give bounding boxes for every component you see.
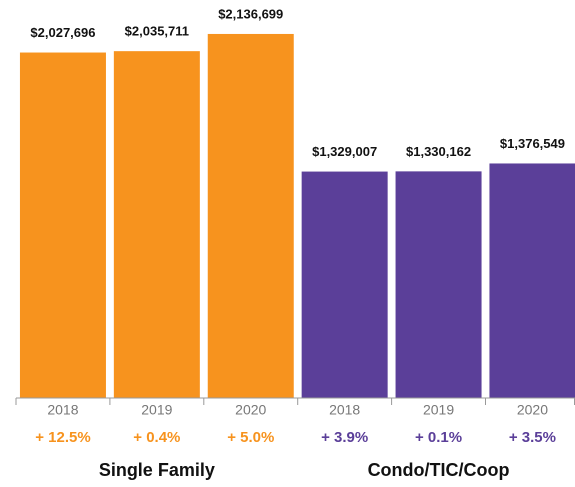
x-tick-label: 2018 <box>47 402 78 418</box>
bar <box>489 163 575 398</box>
value-label: $2,035,711 <box>125 24 189 39</box>
bar <box>207 33 294 399</box>
change-label: + 0.4% <box>133 429 180 446</box>
change-label: + 5.0% <box>227 429 274 446</box>
value-label: $2,136,699 <box>218 6 283 21</box>
value-label: $1,330,162 <box>406 144 471 159</box>
bar <box>19 52 106 398</box>
value-label: $2,027,696 <box>30 25 95 40</box>
x-tick-label: 2019 <box>141 402 172 418</box>
bar <box>301 171 388 398</box>
group-label: Single Family <box>99 460 215 480</box>
change-label: + 3.5% <box>509 429 556 446</box>
x-tick-label: 2020 <box>235 402 266 418</box>
x-tick-label: 2018 <box>329 402 360 418</box>
change-label: + 0.1% <box>415 429 462 446</box>
change-label: + 3.9% <box>321 429 368 446</box>
bar <box>395 171 482 398</box>
group-label: Condo/TIC/Coop <box>368 460 510 480</box>
value-label: $1,376,549 <box>500 136 565 151</box>
x-tick-label: 2019 <box>423 402 454 418</box>
change-label: + 12.5% <box>35 429 90 446</box>
value-label: $1,329,007 <box>312 144 377 159</box>
x-tick-label: 2020 <box>517 402 548 418</box>
bar <box>113 51 200 398</box>
